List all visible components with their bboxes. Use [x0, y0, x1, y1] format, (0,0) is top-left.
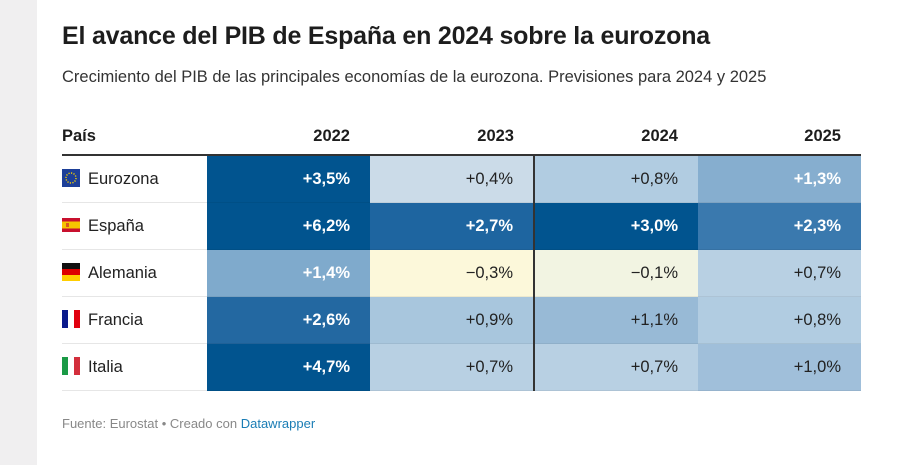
datawrapper-link[interactable]: Datawrapper — [240, 416, 316, 431]
country-name: Italia — [88, 358, 123, 376]
country-cell: Eurozona — [62, 155, 207, 203]
country-name: Eurozona — [88, 170, 159, 188]
value-cell-2025: +2,3% — [698, 202, 861, 250]
header-country[interactable]: País — [62, 119, 207, 156]
value-cell-2024: +0,8% — [534, 155, 698, 203]
france-flag-icon — [62, 310, 80, 328]
value-cell-2025: +0,7% — [698, 249, 861, 297]
gdp-table: País 2022 2023 2024 2025 Eurozona +3,5% +0… — [62, 119, 861, 391]
header-2025[interactable]: 2025 — [698, 119, 861, 156]
header-2024[interactable]: 2024 — [534, 119, 698, 156]
value-cell-2022: +2,6% — [207, 296, 370, 344]
header-2022[interactable]: 2022 — [207, 119, 370, 156]
table-row: Francia +2,6% +0,9% +1,1% +0,8% — [62, 296, 861, 344]
value-cell-2025: +0,8% — [698, 296, 861, 344]
chart-title: El avance del PIB de España en 2024 sobr… — [62, 22, 711, 50]
header-2023[interactable]: 2023 — [370, 119, 534, 156]
value-cell-2023: +0,7% — [370, 343, 535, 391]
table-row: España +6,2% +2,7% +3,0% +2,3% — [62, 202, 861, 250]
chart-panel: El avance del PIB de España en 2024 sobr… — [37, 0, 898, 465]
country-name: Alemania — [88, 264, 157, 282]
value-cell-2023: −0,3% — [370, 249, 535, 297]
italy-flag-icon — [62, 357, 80, 375]
germany-flag-icon — [62, 263, 80, 281]
chart-subtitle: Crecimiento del PIB de las principales e… — [62, 68, 767, 86]
country-cell: Italia — [62, 343, 207, 391]
value-cell-2022: +4,7% — [207, 343, 370, 391]
table-header: País 2022 2023 2024 2025 — [62, 119, 861, 156]
value-cell-2022: +6,2% — [207, 202, 370, 250]
spain-flag-icon — [62, 216, 80, 234]
value-cell-2025: +1,0% — [698, 343, 861, 391]
table-row: Italia +4,7% +0,7% +0,7% +1,0% — [62, 343, 861, 391]
table-row: Alemania +1,4% −0,3% −0,1% +0,7% — [62, 249, 861, 297]
table-row: Eurozona +3,5% +0,4% +0,8% +1,3% — [62, 155, 861, 203]
value-cell-2025: +1,3% — [698, 155, 861, 203]
country-name: España — [88, 217, 144, 235]
footer: Fuente: Eurostat • Creado con Datawrappe… — [62, 416, 315, 431]
value-cell-2024: +3,0% — [534, 202, 698, 250]
value-cell-2024: −0,1% — [534, 249, 698, 297]
country-cell: Alemania — [62, 249, 207, 297]
value-cell-2024: +0,7% — [534, 343, 698, 391]
source-text: Fuente: Eurostat • Creado con — [62, 416, 241, 431]
country-cell: España — [62, 202, 207, 250]
value-cell-2023: +0,9% — [370, 296, 535, 344]
value-cell-2022: +1,4% — [207, 249, 370, 297]
value-cell-2024: +1,1% — [534, 296, 698, 344]
value-cell-2023: +2,7% — [370, 202, 535, 250]
value-cell-2022: +3,5% — [207, 155, 370, 203]
value-cell-2023: +0,4% — [370, 155, 535, 203]
country-name: Francia — [88, 311, 144, 329]
country-cell: Francia — [62, 296, 207, 344]
eu-flag-icon — [62, 169, 80, 187]
